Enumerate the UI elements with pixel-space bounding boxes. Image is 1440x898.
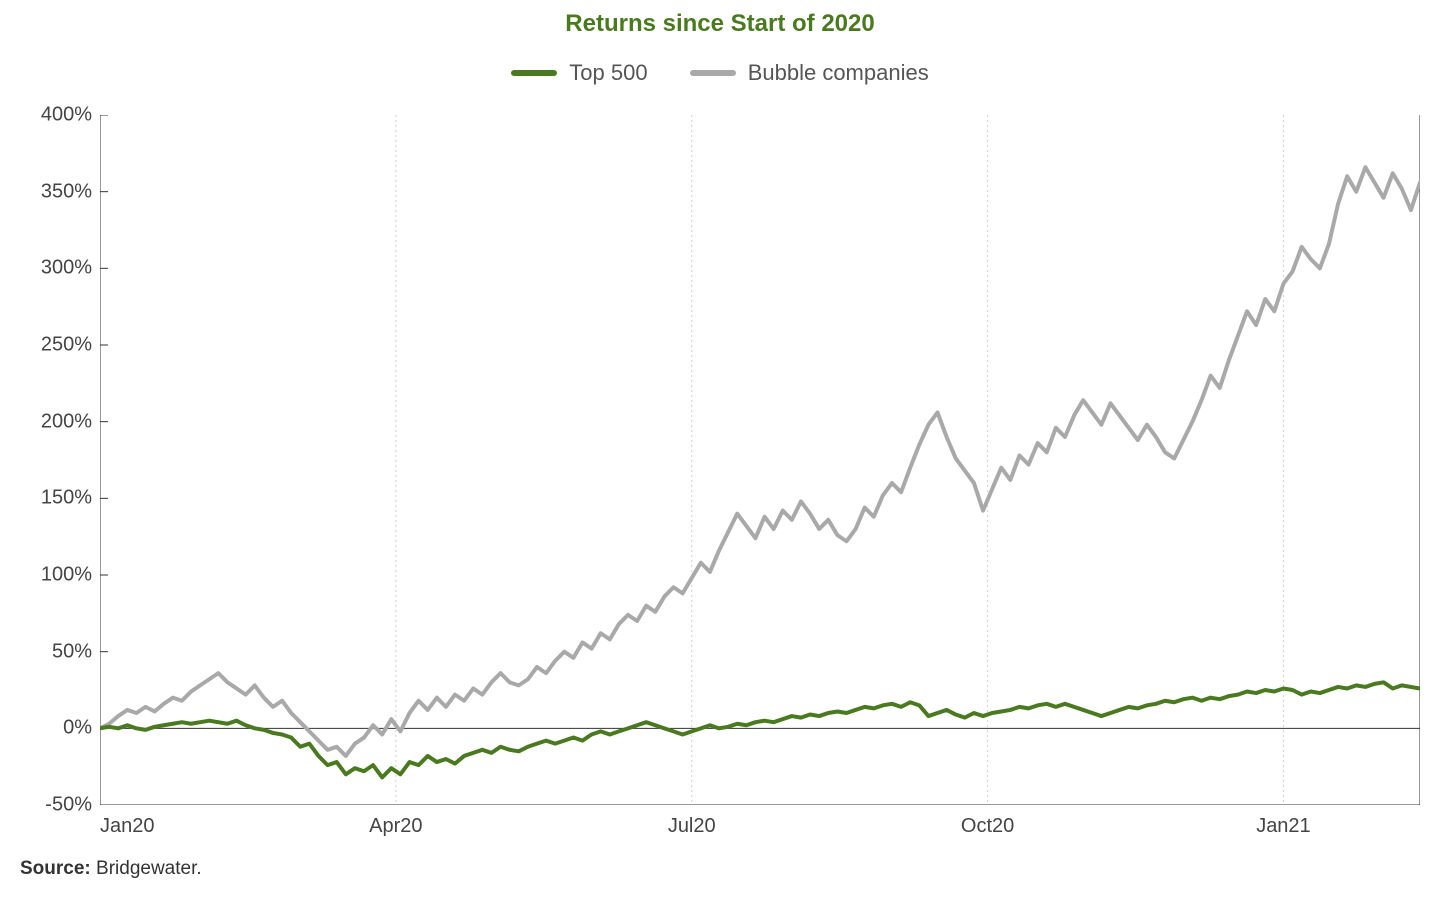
x-tick-label: Oct20 bbox=[961, 805, 1014, 838]
x-tick-label: Jan21 bbox=[1256, 805, 1311, 838]
y-tick-label: 50% bbox=[52, 640, 100, 663]
legend: Top 500 Bubble companies bbox=[0, 56, 1440, 86]
x-tick-label: Jul20 bbox=[668, 805, 716, 838]
legend-item-bubble: Bubble companies bbox=[690, 60, 929, 86]
y-tick-label: 350% bbox=[41, 180, 100, 203]
x-tick-label: Apr20 bbox=[369, 805, 422, 838]
y-tick-label: 150% bbox=[41, 487, 100, 510]
y-tick-label: 400% bbox=[41, 104, 100, 127]
y-tick-label: 200% bbox=[41, 410, 100, 433]
chart-container: Returns since Start of 2020 Top 500 Bubb… bbox=[0, 0, 1440, 898]
x-tick-label: Jan20 bbox=[100, 805, 155, 838]
source-label: Source: bbox=[20, 858, 91, 879]
y-tick-label: 0% bbox=[63, 717, 100, 740]
y-tick-label: 250% bbox=[41, 334, 100, 357]
y-tick-label: 300% bbox=[41, 257, 100, 280]
plot-svg bbox=[100, 115, 1420, 805]
legend-swatch-top500 bbox=[511, 70, 557, 76]
legend-label-top500: Top 500 bbox=[569, 60, 647, 86]
plot-area: -50%0%50%100%150%200%250%300%350%400%Jan… bbox=[100, 115, 1420, 805]
source-value: Bridgewater. bbox=[96, 858, 202, 879]
source-attribution: Source: Bridgewater. bbox=[20, 858, 202, 880]
legend-label-bubble: Bubble companies bbox=[748, 60, 929, 86]
y-tick-label: -50% bbox=[45, 794, 100, 817]
legend-swatch-bubble bbox=[690, 70, 736, 76]
y-tick-label: 100% bbox=[41, 564, 100, 587]
legend-item-top500: Top 500 bbox=[511, 60, 647, 86]
chart-title: Returns since Start of 2020 bbox=[0, 0, 1440, 38]
